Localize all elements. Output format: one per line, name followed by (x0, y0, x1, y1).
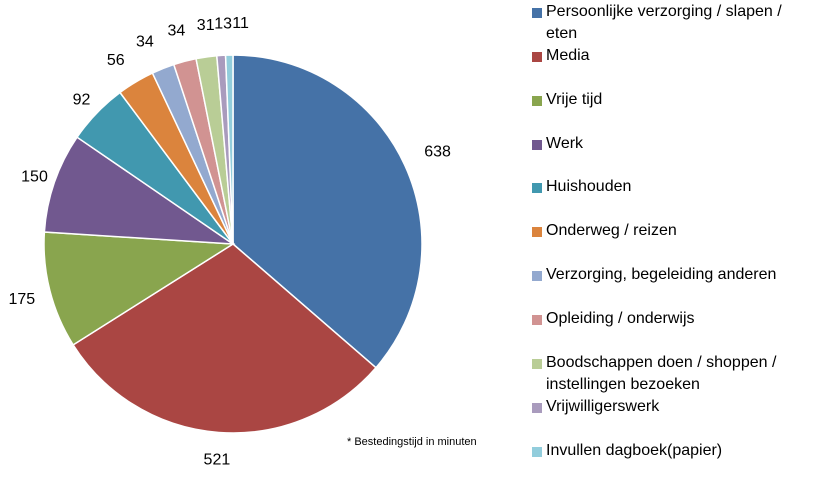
legend-swatch (532, 359, 542, 369)
legend-swatch (532, 403, 542, 413)
legend-label: Onderweg / reizen (546, 222, 677, 239)
pie-slice-vrije-tijd (43, 231, 236, 346)
legend-swatch (532, 315, 542, 325)
pie-slice-media (72, 243, 377, 434)
legend-label: Persoonlijke verzorging / slapen / (546, 3, 782, 20)
legend-swatch (532, 183, 542, 193)
data-label-persoonlijke-verzorging-slapen-eten: 638 (424, 144, 451, 161)
chart-footnote: * Bestedingstijd in minuten (347, 436, 477, 448)
legend-swatch (532, 8, 542, 18)
data-label-onderweg-reizen: 56 (107, 52, 125, 69)
legend-item-vrijwilligerswerk: Vrijwilligerswerk (532, 396, 823, 418)
data-label-boodschappen-doen-shoppen-instellingen-bezoeken: 31 (197, 17, 215, 34)
legend-label: eten (546, 25, 578, 42)
legend-item-verzorging-begeleiding-anderen: Verzorging, begeleiding anderen (532, 264, 823, 286)
legend-swatch (532, 52, 542, 62)
legend-swatch (532, 140, 542, 150)
data-label-invullen-dagboek-papier: 11 (232, 15, 249, 32)
pie-chart: 638 521 175 150 92 56 34 34 31 13 11 (8, 15, 451, 468)
legend-item-invullen-dagboek-papier: Invullen dagboek(papier) (532, 440, 823, 462)
legend-item-vrije-tijd: Vrije tijd (532, 89, 823, 111)
legend-label: Invullen dagboek(papier) (546, 442, 723, 459)
data-label-verzorging-begeleiding-anderen: 34 (136, 34, 154, 51)
legend-label: Werk (546, 135, 584, 152)
legend-label: Media (546, 47, 590, 64)
legend-label: instellingen bezoeken (546, 376, 700, 393)
chart-legend: Persoonlijke verzorging / slapen / eten Me… (532, 0, 823, 479)
legend-swatch (532, 227, 542, 237)
data-label-werk: 150 (21, 169, 48, 186)
data-label-vrijwilligerswerk: 13 (214, 15, 232, 32)
legend-label: Opleiding / onderwijs (546, 310, 695, 327)
legend-swatch (532, 271, 542, 281)
legend-item-onderweg-reizen: Onderweg / reizen (532, 220, 823, 242)
data-labels: 638 521 175 150 92 56 34 34 31 13 11 (8, 15, 451, 468)
pie-slice-persoonlijke-verzorging-slapen-eten (232, 54, 423, 369)
legend-item-opleiding-onderwijs: Opleiding / onderwijs (532, 308, 823, 330)
legend-swatch (532, 96, 542, 106)
data-label-opleiding-onderwijs: 34 (168, 22, 186, 39)
legend-label: Boodschappen doen / shoppen / (546, 354, 777, 371)
legend-swatch (532, 447, 542, 457)
legend-label: Huishouden (546, 178, 632, 195)
legend-label: Verzorging, begeleiding anderen (546, 266, 777, 283)
legend-label: Vrijwilligerswerk (546, 398, 660, 415)
data-label-huishouden: 92 (73, 92, 91, 109)
pie-slices (43, 54, 423, 434)
legend-item-media: Media (532, 45, 823, 67)
legend-item-huishouden: Huishouden (532, 176, 823, 198)
data-label-vrije-tijd: 175 (8, 291, 35, 308)
pie-slice-werk (43, 136, 236, 245)
legend-item-persoonlijke-verzorging-slapen-eten: Persoonlijke verzorging / slapen / eten (532, 1, 823, 45)
legend-label: Vrije tijd (546, 91, 603, 108)
legend-item-werk: Werk (532, 133, 823, 155)
data-label-media: 521 (204, 451, 231, 468)
legend-item-boodschappen-doen-shoppen-instellingen-bezoeken: Boodschappen doen / shoppen / instellinge… (532, 352, 823, 396)
pie-slice-invullen-dagboek-papier (224, 54, 234, 245)
